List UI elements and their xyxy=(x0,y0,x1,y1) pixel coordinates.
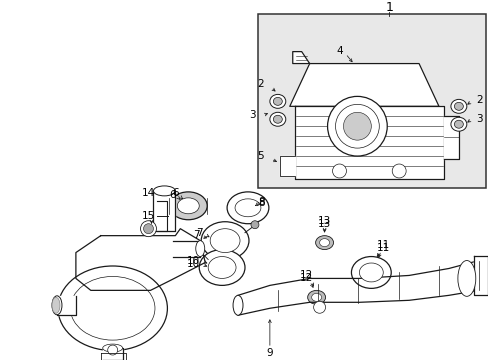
Polygon shape xyxy=(102,348,122,360)
Ellipse shape xyxy=(450,99,466,113)
Circle shape xyxy=(332,164,346,178)
Ellipse shape xyxy=(273,97,282,105)
Ellipse shape xyxy=(52,297,60,313)
Ellipse shape xyxy=(273,115,282,123)
Ellipse shape xyxy=(359,263,383,282)
Ellipse shape xyxy=(269,112,285,126)
Polygon shape xyxy=(279,156,294,176)
Ellipse shape xyxy=(235,199,261,217)
Ellipse shape xyxy=(453,102,463,110)
Text: 7: 7 xyxy=(193,230,199,240)
Text: 10: 10 xyxy=(186,256,200,266)
Polygon shape xyxy=(473,256,487,295)
Text: 2: 2 xyxy=(257,80,264,89)
Text: 1: 1 xyxy=(385,1,392,14)
Ellipse shape xyxy=(58,266,167,351)
Ellipse shape xyxy=(210,229,240,253)
Text: 15: 15 xyxy=(142,211,155,221)
Text: 12: 12 xyxy=(300,274,313,283)
Ellipse shape xyxy=(311,293,321,301)
Ellipse shape xyxy=(177,198,199,214)
Text: 6: 6 xyxy=(169,190,175,200)
Polygon shape xyxy=(238,261,478,315)
Ellipse shape xyxy=(52,296,62,315)
Ellipse shape xyxy=(351,257,390,288)
Polygon shape xyxy=(57,296,76,315)
Polygon shape xyxy=(294,106,443,179)
Circle shape xyxy=(343,112,370,140)
Ellipse shape xyxy=(201,222,248,260)
Circle shape xyxy=(140,221,156,237)
Polygon shape xyxy=(173,240,200,257)
Text: 10: 10 xyxy=(186,258,200,269)
Ellipse shape xyxy=(208,257,236,278)
Ellipse shape xyxy=(153,186,175,196)
Polygon shape xyxy=(443,116,458,159)
Polygon shape xyxy=(101,353,125,360)
Text: 3: 3 xyxy=(475,114,482,124)
Polygon shape xyxy=(153,191,175,231)
Text: 13: 13 xyxy=(317,216,330,226)
Polygon shape xyxy=(76,229,205,291)
Text: 13: 13 xyxy=(317,219,330,229)
Ellipse shape xyxy=(307,291,325,304)
Polygon shape xyxy=(292,51,309,64)
Text: 2: 2 xyxy=(475,95,482,105)
Bar xyxy=(257,14,485,188)
Circle shape xyxy=(107,345,118,355)
Ellipse shape xyxy=(226,192,268,224)
Circle shape xyxy=(313,301,325,313)
Text: 12: 12 xyxy=(300,270,313,280)
Polygon shape xyxy=(289,64,438,106)
Ellipse shape xyxy=(70,276,155,340)
Ellipse shape xyxy=(450,117,466,131)
Ellipse shape xyxy=(269,94,285,108)
Text: 7: 7 xyxy=(196,228,202,238)
Ellipse shape xyxy=(195,240,204,257)
Text: 11: 11 xyxy=(376,243,389,253)
Text: 14: 14 xyxy=(142,188,155,198)
Ellipse shape xyxy=(453,120,463,128)
Text: 5: 5 xyxy=(257,151,264,161)
Text: 4: 4 xyxy=(336,46,342,56)
Text: 8: 8 xyxy=(258,197,264,207)
Ellipse shape xyxy=(199,249,244,285)
Ellipse shape xyxy=(315,236,333,249)
Ellipse shape xyxy=(457,261,475,296)
Circle shape xyxy=(391,164,406,178)
Circle shape xyxy=(327,96,386,156)
Circle shape xyxy=(143,224,153,234)
Text: 11: 11 xyxy=(376,240,389,249)
Ellipse shape xyxy=(233,295,243,315)
Ellipse shape xyxy=(319,239,329,247)
Text: 6: 6 xyxy=(172,188,178,198)
Ellipse shape xyxy=(102,344,122,352)
Text: 8: 8 xyxy=(258,198,264,208)
Circle shape xyxy=(250,221,258,229)
Ellipse shape xyxy=(169,192,207,220)
Text: 3: 3 xyxy=(249,110,256,120)
Circle shape xyxy=(335,104,379,148)
Text: 9: 9 xyxy=(266,348,273,358)
